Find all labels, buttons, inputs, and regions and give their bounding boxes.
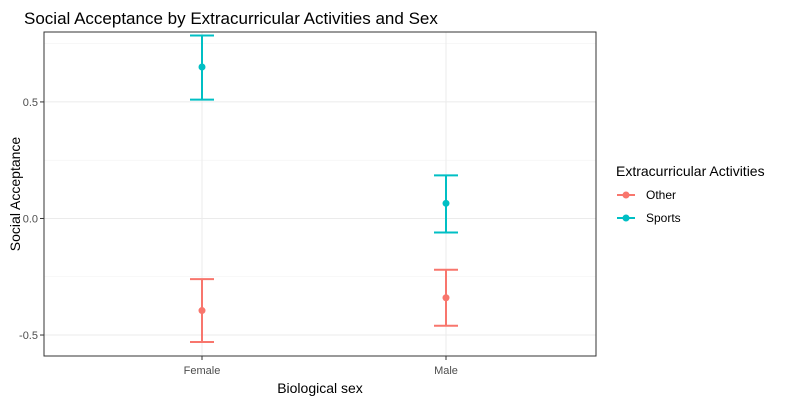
data-marks <box>190 34 458 344</box>
legend-label-other: Other <box>646 188 676 202</box>
point-other <box>442 294 450 302</box>
x-axis-ticks: Female Male <box>184 356 458 377</box>
plot-panel <box>44 32 596 356</box>
y-axis-ticks: -0.5 0.0 0.5 <box>19 97 44 342</box>
chart-title: Social Acceptance by Extracurricular Act… <box>24 9 438 28</box>
y-tick-label: 0.0 <box>23 213 38 225</box>
legend-label-sports: Sports <box>646 211 681 225</box>
legend-key-point-other <box>622 191 630 199</box>
plot-border <box>43 31 597 357</box>
legend: Other Sports <box>617 188 681 225</box>
x-tick-label: Male <box>434 365 458 377</box>
x-axis-title: Biological sex <box>277 380 363 396</box>
y-tick-label: 0.5 <box>23 97 38 109</box>
point-other <box>198 307 206 315</box>
point-sports <box>442 199 450 207</box>
point-sports <box>198 63 206 71</box>
y-axis-title: Social Acceptance <box>7 137 23 252</box>
legend-title: Extracurricular Activities <box>616 163 765 179</box>
y-tick-label: -0.5 <box>19 330 38 342</box>
x-tick-label: Female <box>184 365 221 377</box>
legend-key-point-sports <box>622 214 630 222</box>
